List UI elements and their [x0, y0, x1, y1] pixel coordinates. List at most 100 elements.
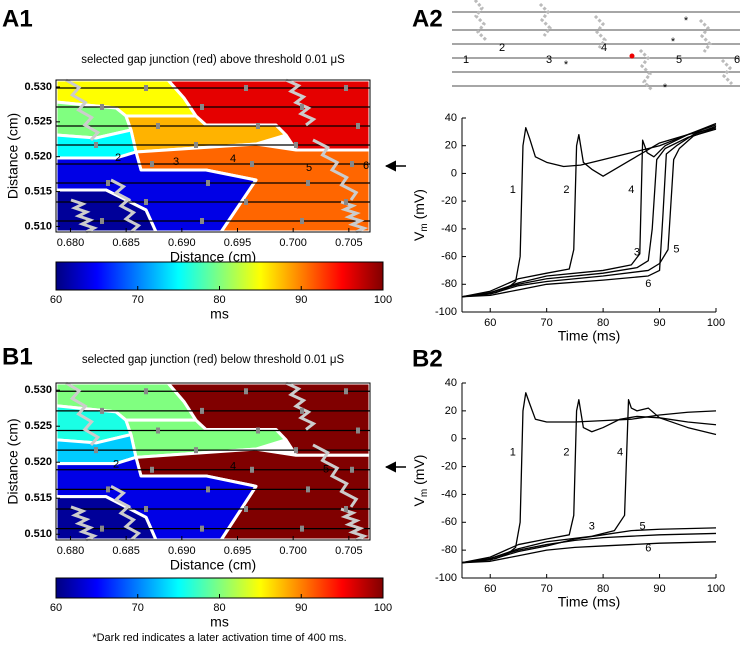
- y-axis-label: Vm (mV): [411, 189, 430, 241]
- y-tick-label: 40: [445, 112, 457, 124]
- node-marker: [294, 447, 298, 454]
- node-marker: [356, 427, 360, 434]
- x-tick-label: 0.685: [112, 237, 140, 249]
- region-label: 6: [363, 160, 369, 172]
- fiber-label: 5: [676, 54, 682, 66]
- cell-chain: [65, 78, 101, 142]
- fiber-label: 1: [463, 54, 469, 66]
- node-marker: [244, 85, 248, 91]
- cell-chain: [65, 381, 101, 446]
- x-tick-label: 0.680: [57, 237, 85, 249]
- colorbar: [55, 261, 384, 291]
- x-tick-label: 100: [707, 583, 725, 595]
- cell-chain: [285, 78, 317, 127]
- node-marker: [144, 506, 148, 513]
- node-marker: [200, 407, 204, 414]
- node-marker: [344, 85, 348, 91]
- trace: [461, 122, 717, 298]
- x-tick-label: 0.690: [168, 237, 196, 249]
- trace-label: 1: [510, 184, 516, 196]
- region-label: 4: [230, 153, 236, 165]
- trace-label: 3: [589, 520, 595, 532]
- x-tick-label: 100: [707, 317, 725, 329]
- x-tick-label: 0.685: [112, 545, 140, 557]
- trace: [461, 128, 717, 298]
- y-tick-label: -60: [441, 516, 457, 528]
- region-label: 2: [113, 459, 119, 471]
- node-marker: [100, 104, 104, 110]
- node-marker: [100, 218, 104, 224]
- x-tick-label: 90: [653, 583, 665, 595]
- plot-frame: [55, 79, 371, 233]
- node-marker: [244, 388, 248, 395]
- footnote: *Dark red indicates a later activation t…: [92, 632, 346, 644]
- colorbar-tick-label: 70: [132, 294, 144, 306]
- node-marker: [256, 123, 260, 129]
- x-tick-label: 0.695: [224, 237, 252, 249]
- trace-label: 5: [640, 520, 646, 532]
- y-axis-label-part: (mV): [411, 189, 427, 223]
- x-axis-label: Distance (cm): [170, 249, 256, 265]
- trace-label: 2: [563, 184, 569, 196]
- trace: [461, 399, 717, 564]
- node-marker: [156, 123, 160, 129]
- asterisk: *: [663, 82, 668, 94]
- node-marker: [206, 180, 210, 186]
- node-marker: [356, 123, 360, 129]
- colorbar-tick-label: 80: [213, 294, 225, 306]
- colorbar-tick-label: 90: [295, 602, 307, 614]
- node-marker: [244, 506, 248, 513]
- node-marker: [300, 218, 304, 224]
- node-marker: [344, 388, 348, 395]
- fiber-label: 4: [601, 42, 607, 54]
- trace-label: 4: [617, 447, 623, 459]
- node-marker: [306, 180, 310, 186]
- y-axis-label-part: V: [411, 231, 427, 241]
- plot-frame: [55, 382, 371, 541]
- cell-chain: [70, 198, 99, 234]
- region-label: 4: [230, 461, 236, 473]
- colorbar-label: ms: [210, 306, 229, 322]
- node-marker: [300, 407, 304, 414]
- panel-label: B2: [412, 345, 443, 372]
- trace: [461, 399, 717, 564]
- region-label: 5: [323, 464, 329, 476]
- y-tick-label: 0.530: [24, 384, 52, 396]
- node-marker: [306, 486, 310, 493]
- x-tick-label: 0.695: [224, 545, 252, 557]
- node-marker: [144, 85, 148, 91]
- node-marker: [200, 218, 204, 224]
- y-tick-label: -100: [435, 572, 457, 584]
- node-marker: [200, 104, 204, 110]
- x-tick-label: 70: [541, 317, 553, 329]
- y-tick-label: 0.515: [24, 492, 52, 504]
- x-tick-label: 60: [484, 317, 496, 329]
- trace: [461, 125, 717, 298]
- y-tick-label: 0: [451, 433, 457, 445]
- x-axis-label: Time (ms): [558, 328, 620, 344]
- trace-label: 6: [645, 543, 651, 555]
- y-axis-label: Distance (cm): [5, 418, 21, 504]
- y-tick-label: 0.520: [24, 151, 52, 163]
- x-tick-label: 0.705: [335, 545, 363, 557]
- region-label: 5: [306, 162, 312, 174]
- x-tick-label: 90: [653, 317, 665, 329]
- node-marker: [350, 161, 354, 167]
- cell-chain: [285, 381, 317, 431]
- trace: [461, 541, 717, 564]
- node-marker: [150, 161, 154, 167]
- y-axis-label-part: m: [419, 223, 430, 231]
- fiber-label: 2: [499, 42, 505, 54]
- node-marker: [250, 466, 254, 473]
- node-marker: [250, 161, 254, 167]
- x-axis-label: Distance (cm): [170, 557, 256, 573]
- node-marker: [106, 486, 110, 493]
- colorbar-tick-label: 100: [374, 602, 392, 614]
- x-axis-label: Time (ms): [558, 594, 620, 610]
- colorbar-tick-label: 90: [295, 294, 307, 306]
- y-axis-label-part: (mV): [411, 455, 427, 489]
- y-tick-label: -80: [441, 278, 457, 290]
- node-marker: [144, 388, 148, 395]
- asterisk: *: [671, 36, 676, 48]
